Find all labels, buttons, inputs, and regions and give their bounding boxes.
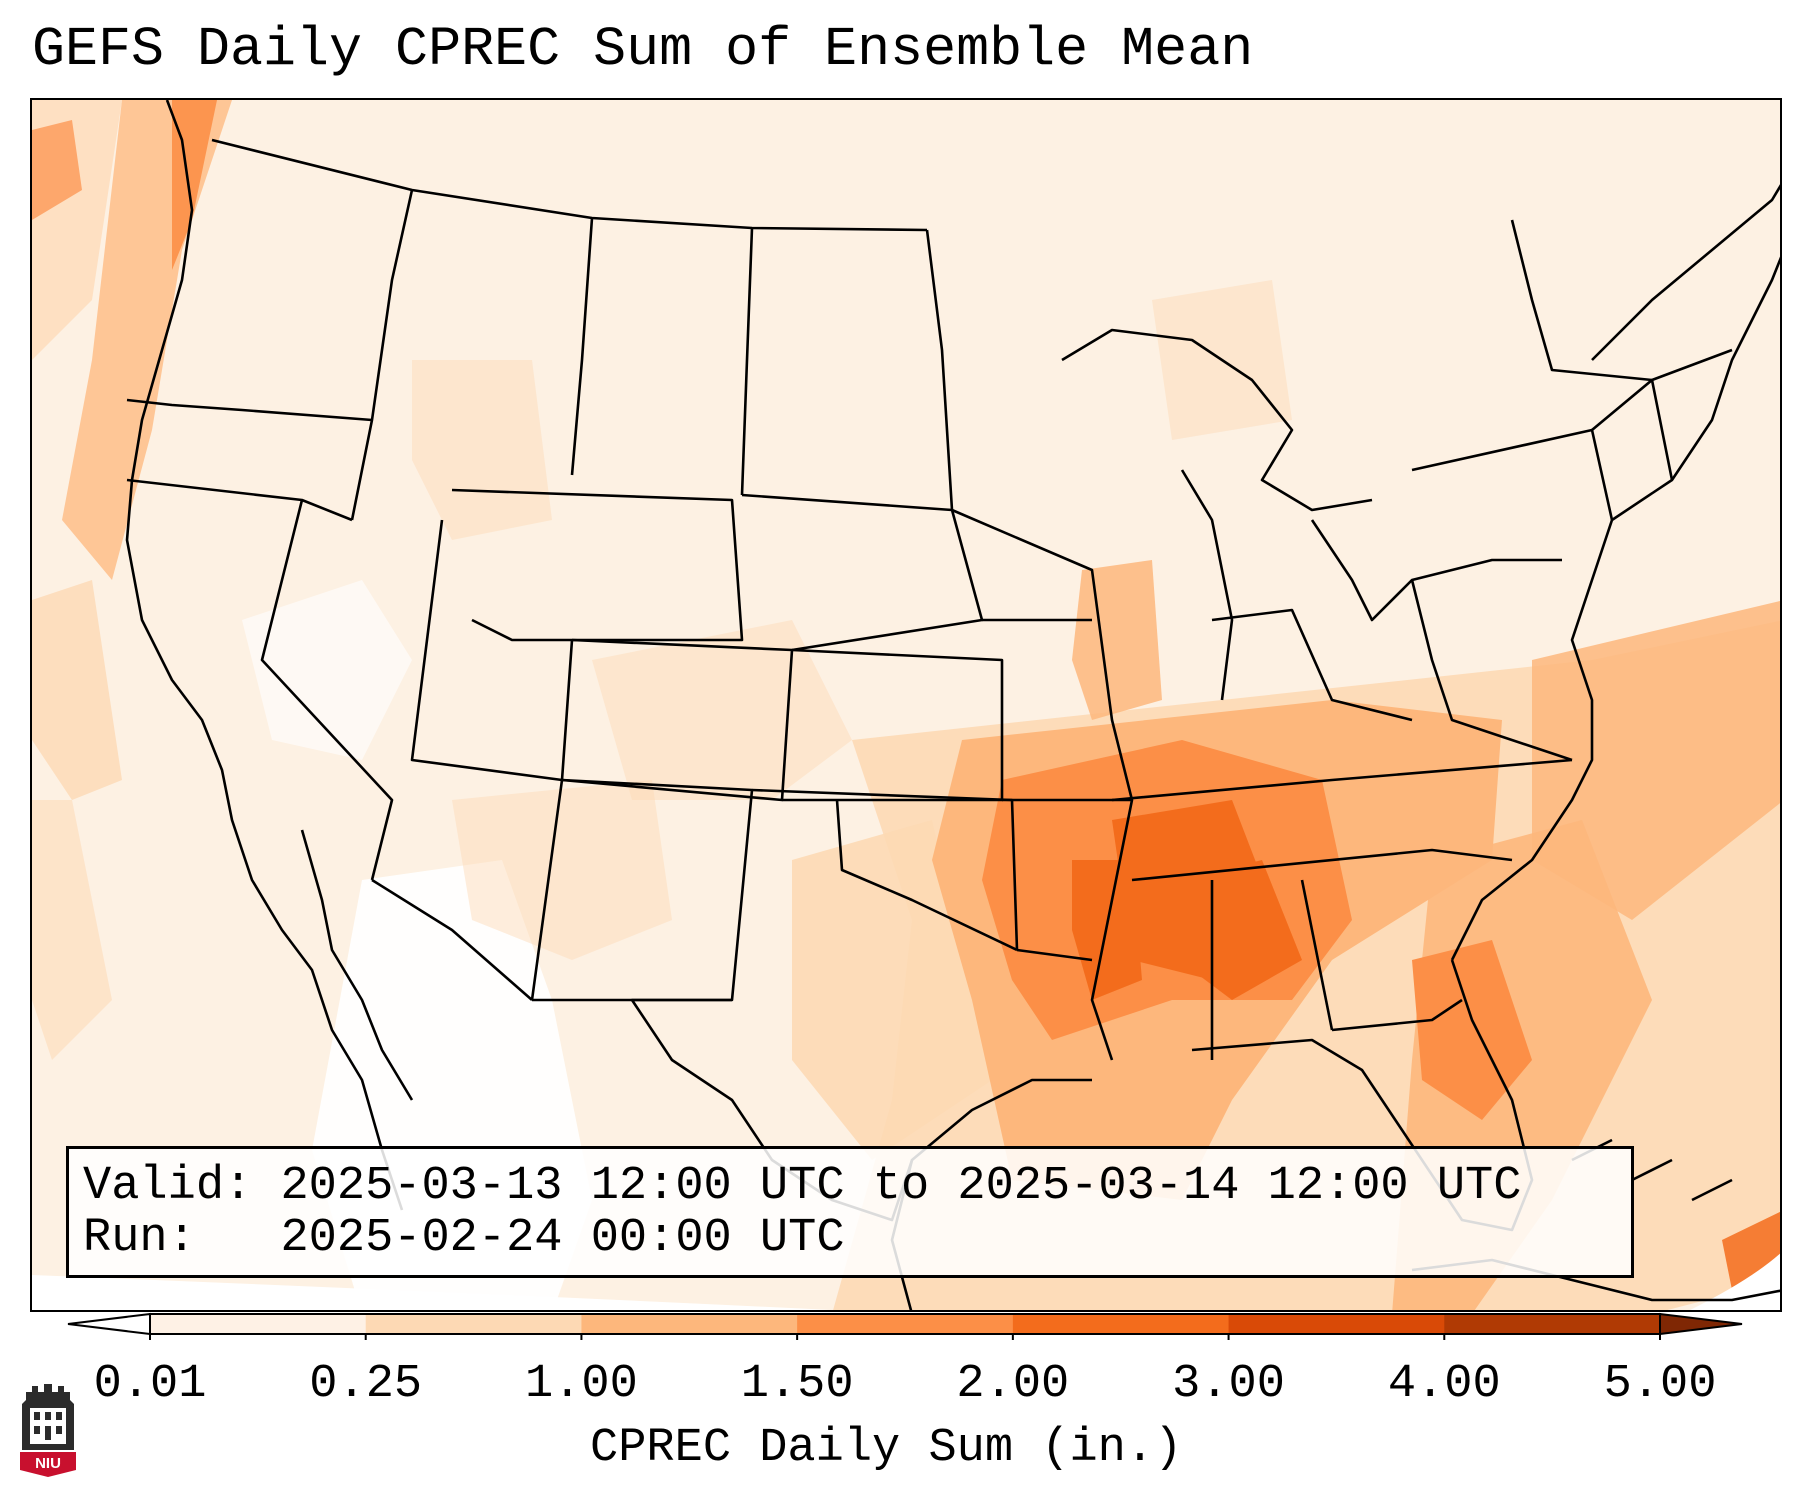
map-title: GEFS Daily CPREC Sum of Ensemble Mean bbox=[32, 18, 1254, 81]
logo-text: NIU bbox=[35, 1455, 61, 1472]
colorbar-label: CPREC Daily Sum (in.) bbox=[590, 1422, 1183, 1475]
colorbar-tick-label: 3.00 bbox=[1172, 1358, 1285, 1411]
colorbar-segment bbox=[1228, 1314, 1445, 1334]
valid-value: 2025-03-13 12:00 UTC to 2025-03-14 12:00… bbox=[280, 1160, 1522, 1213]
colorbar-tick-label: 1.50 bbox=[740, 1358, 854, 1411]
colorbar-tick-label: 1.00 bbox=[525, 1358, 638, 1411]
colorbar-tick-label: 2.00 bbox=[956, 1358, 1070, 1411]
colorbar-segment bbox=[581, 1314, 798, 1334]
colorbar-tick-label: 5.00 bbox=[1603, 1358, 1717, 1411]
precipitation-map bbox=[30, 98, 1782, 1312]
valid-label: Valid: bbox=[83, 1160, 253, 1213]
run-label: Run: bbox=[83, 1212, 196, 1265]
precip-field bbox=[32, 100, 1780, 1310]
colorbar-tick-label: 0.25 bbox=[309, 1358, 423, 1411]
colorbar-outline bbox=[149, 1313, 1661, 1335]
colorbar-tick-label: 4.00 bbox=[1387, 1358, 1501, 1411]
valid-run-info-box: Valid: 2025-03-13 12:00 UTC to 2025-03-1… bbox=[66, 1146, 1634, 1278]
colorbar-segment bbox=[150, 1314, 367, 1334]
colorbar-over-arrow bbox=[1659, 1312, 1743, 1336]
colorbar-under-arrow bbox=[67, 1312, 151, 1336]
colorbar bbox=[67, 1312, 1743, 1340]
colorbar-segment bbox=[1444, 1314, 1661, 1334]
run-value: 2025-02-24 00:00 UTC bbox=[280, 1212, 845, 1265]
colorbar-tick-label: 0.01 bbox=[93, 1358, 207, 1411]
colorbar-segment bbox=[1012, 1314, 1230, 1334]
map-canvas bbox=[32, 100, 1780, 1310]
niu-logo: NIU bbox=[20, 1384, 76, 1477]
domain-edge-southwest bbox=[32, 1275, 831, 1310]
colorbar-segment bbox=[797, 1314, 1014, 1334]
colorbar-segment bbox=[365, 1314, 582, 1334]
